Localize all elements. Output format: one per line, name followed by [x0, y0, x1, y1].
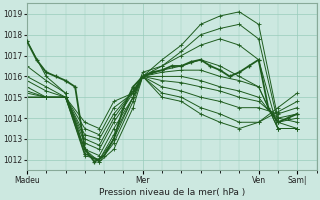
X-axis label: Pression niveau de la mer( hPa ): Pression niveau de la mer( hPa ) — [99, 188, 245, 197]
